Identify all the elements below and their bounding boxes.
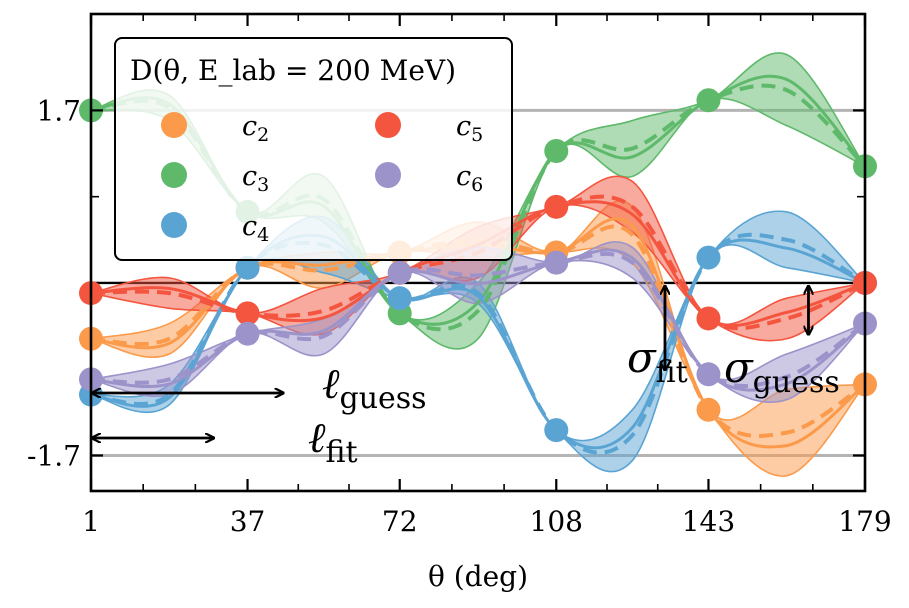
point-c2-143 <box>696 397 721 422</box>
legend-marker-c2 <box>161 112 187 138</box>
y-tick-label: -1.7 <box>27 439 81 472</box>
point-c5-37 <box>235 301 260 326</box>
point-c5-143 <box>696 306 721 331</box>
x-tick-label: 72 <box>382 505 418 538</box>
axis-tick-labels: 1 37 72 108 143 179 1.7 -1.7 <box>27 94 892 538</box>
axis-ticks <box>89 14 867 491</box>
point-c6-143 <box>696 362 721 387</box>
point-c6-108 <box>544 250 569 275</box>
x-tick-label: 37 <box>230 505 266 538</box>
point-c5-108 <box>544 194 569 219</box>
point-c3-143 <box>696 88 721 113</box>
point-c4-108 <box>544 418 569 443</box>
x-axis-title: θ (deg) <box>428 560 528 593</box>
point-c6-72 <box>387 260 412 285</box>
x-tick-label: 1 <box>82 505 100 538</box>
x-tick-label: 108 <box>530 505 583 538</box>
legend-marker-c4 <box>161 212 187 238</box>
legend-label-c5: c5 <box>456 111 483 146</box>
legend-marker-c3 <box>161 162 187 188</box>
point-c4-37 <box>235 255 260 280</box>
label-l-guess: ℓguess <box>322 359 427 416</box>
label-l-fit: ℓfit <box>308 413 358 470</box>
legend-title: D(θ, E_lab = 200 MeV) <box>130 54 456 87</box>
legend-marker-c6 <box>375 162 401 188</box>
legend-label-c2: c2 <box>242 111 269 146</box>
point-c6-37 <box>235 321 260 346</box>
point-c3-108 <box>544 139 569 164</box>
x-tick-label: 143 <box>682 505 735 538</box>
legend-box <box>114 37 513 261</box>
plot-frame <box>89 12 867 493</box>
point-c4-72 <box>387 286 412 311</box>
true-line-c6 <box>90 248 866 392</box>
point-c4-143 <box>696 245 721 270</box>
x-tick-label: 179 <box>838 505 891 538</box>
y-tick-label: 1.7 <box>36 94 81 127</box>
legend-marker-c5 <box>375 112 401 138</box>
